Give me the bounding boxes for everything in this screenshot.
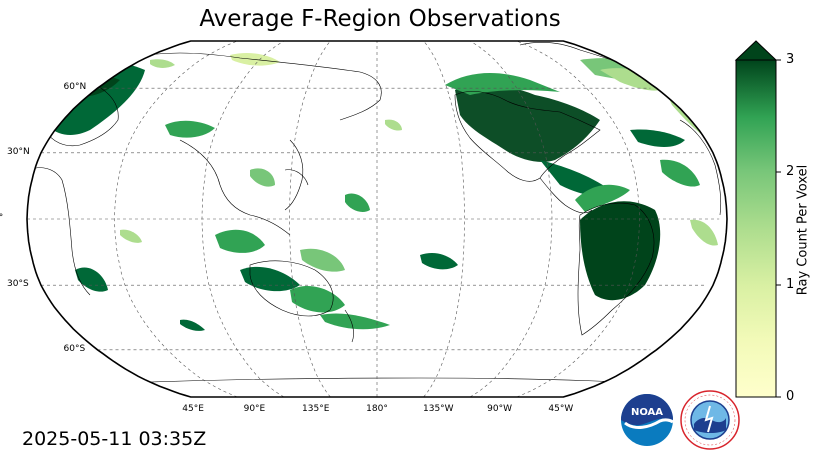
lon-label: 135°E [302,404,330,414]
lat-label: 30°S [7,279,29,290]
lon-label: 180° [366,404,388,414]
colorbar-tick-2: 2 [786,164,795,179]
colorbar-tick-0: 0 [786,389,795,404]
noaa-logo: NOAA [621,394,674,446]
lat-label: 60°S [63,343,86,354]
lat-label: 30°N [7,146,30,157]
meridian-135 [289,41,331,397]
colorbar [734,40,781,398]
lon-label: 135°W [422,404,454,414]
nws-logo [680,390,740,450]
colorbar-tick-1: 1 [786,277,795,292]
lon-label: 90°W [487,404,512,414]
timestamp: 2025-05-11 03:35Z [22,428,207,450]
lon-label: 45°W [548,404,574,414]
colorbar-gradient [735,59,777,398]
map-boundary [26,40,728,398]
meridian--90 [469,41,553,397]
colorbar-tick-3: 3 [786,52,795,67]
colorbar-extend-arrow [734,40,778,61]
meridian-45 [114,41,238,397]
meridian-90 [201,41,285,397]
noaa-logo-text: NOAA [631,407,663,418]
graticule [27,41,720,397]
lat-label: 60°N [63,82,87,93]
lat-label: 0° [0,213,4,223]
lon-label: 45°E [182,404,204,414]
map-title: Average F-Region Observations [199,6,561,32]
meridian--45 [516,41,640,397]
colorbar-label: Ray Count Per Voxel [795,164,811,296]
lon-label: 90°E [243,404,266,414]
meridian--135 [423,41,465,397]
